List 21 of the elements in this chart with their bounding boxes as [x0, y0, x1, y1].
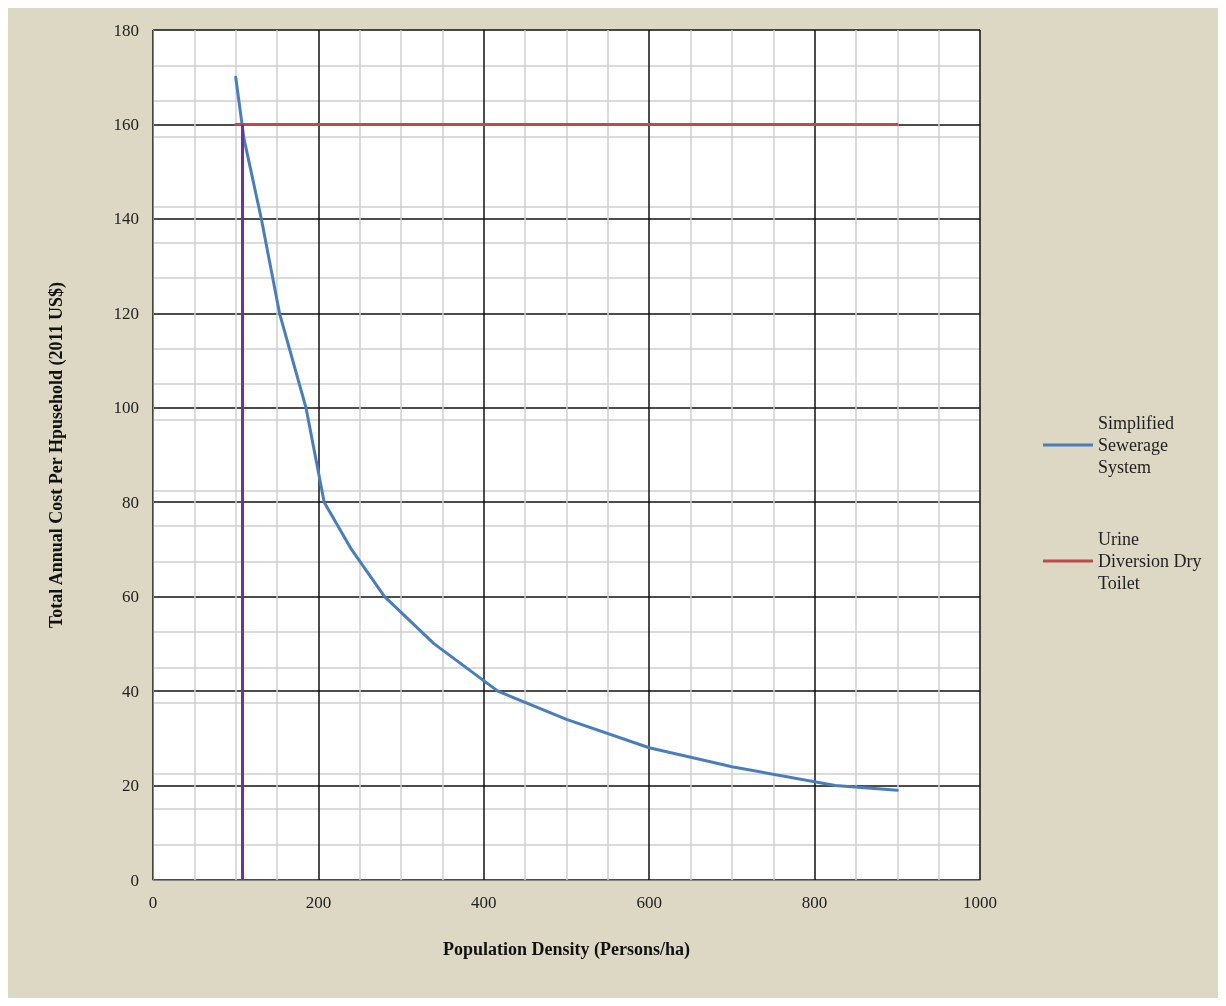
x-tick-label: 800 [801, 893, 828, 912]
y-tick-label: 60 [122, 587, 139, 607]
legend-label: Urine Diversion Dry Toilet [1098, 529, 1206, 593]
y-tick-label: 180 [113, 20, 139, 40]
y-axis-title: Total Annual Cost Per Hpusehold (2011 US$) [46, 281, 67, 629]
y-tick-label: 120 [113, 303, 139, 323]
y-tick-label: 80 [122, 492, 139, 512]
x-tick-label: 600 [636, 893, 662, 912]
x-axis-title: Population Density (Persons/ha) [442, 939, 691, 960]
y-tick-label: 40 [122, 681, 139, 701]
legend-label: Simplified Sewerage System [1098, 413, 1179, 477]
y-tick-label: 160 [113, 114, 139, 134]
y-tick-label: 0 [130, 870, 139, 890]
x-tick-label: 0 [148, 893, 158, 912]
x-tick-label: 1000 [963, 893, 997, 912]
x-tick-label: 200 [305, 893, 332, 912]
y-tick-label: 20 [122, 776, 139, 796]
line-series [234, 75, 899, 792]
y-tick-label: 100 [113, 398, 139, 418]
x-tick-label: 400 [471, 893, 497, 912]
y-tick-label: 140 [113, 209, 139, 229]
